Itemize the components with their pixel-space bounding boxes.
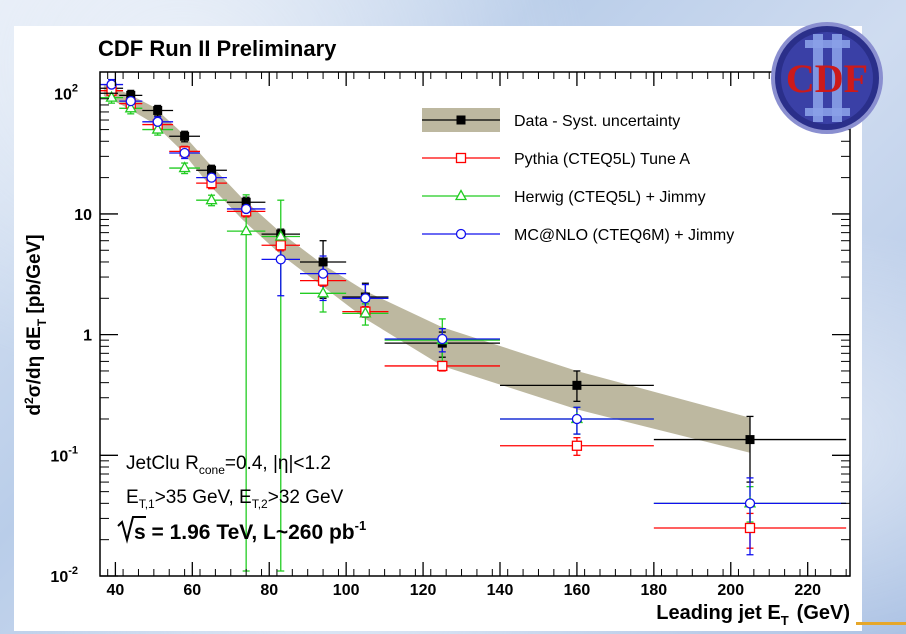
legend-label-data-syst-uncertainty: Data - Syst. uncertainty: [514, 113, 680, 130]
herwig-cteq5l-jimmy-point: [178, 161, 191, 173]
annotation-energy-luminosity: s = 1.96 TeV, L~260 pb-1: [134, 518, 366, 544]
y-tick-label: 10-1: [50, 444, 78, 465]
sqrt-symbol: [117, 516, 146, 544]
legend-label-mc-nlo-cteq6m-jimmy: MC@NLO (CTEQ6M) + Jimmy: [514, 227, 734, 244]
cdf-logo: CDF: [771, 22, 883, 134]
pythia-cteq5l-tune-a-point: [437, 360, 448, 372]
herwig-cteq5l-jimmy-point: [151, 122, 164, 134]
mc-nlo-cteq6m-jimmy-point: [744, 498, 756, 509]
annotation-jet-algorithm: JetClu Rcone=0.4, |η|<1.2: [126, 453, 331, 477]
data-syst-uncertainty-point: [207, 165, 217, 175]
mc-nlo-cteq6m-jimmy-point: [275, 254, 286, 265]
y-axis-label: d2σ/dη dET [pb/GeV]: [22, 234, 49, 415]
annotation-block: JetClu Rcone=0.4, |η|<1.2 ET,1>35 GeV, E…: [117, 453, 366, 544]
data-syst-uncertainty-point: [241, 197, 251, 207]
x-tick-label: 180: [640, 582, 667, 599]
cdf-logo-text: CDF: [786, 56, 868, 101]
x-tick-label: 200: [717, 582, 744, 599]
slide-accent-line: [856, 622, 906, 625]
systematic-uncertainty-band: [103, 83, 751, 453]
data-syst-uncertainty-point: [572, 380, 582, 390]
herwig-cteq5l-jimmy-point: [240, 224, 253, 236]
data-syst-uncertainty-point: [153, 105, 163, 115]
x-tick-label: 80: [260, 582, 278, 599]
herwig-cteq5l-jimmy-point: [124, 101, 137, 113]
plot-frame: [99, 71, 851, 577]
legend-marker-herwig-cteq5l-jimmy: [454, 189, 468, 201]
legend-label-pythia-cteq5l-tune-a: Pythia (CTEQ5L) Tune A: [514, 151, 690, 168]
x-tick-label: 160: [564, 582, 591, 599]
herwig-cteq5l-jimmy-point: [105, 90, 118, 102]
mc-nlo-cteq6m-jimmy-point: [360, 293, 371, 304]
mc-nlo-cteq6m-jimmy-point: [571, 413, 583, 425]
pythia-cteq5l-tune-a-point: [744, 522, 756, 534]
herwig-cteq5l-jimmy-point: [205, 193, 218, 205]
legend-marker-pythia-cteq5l-tune-a: [455, 152, 467, 164]
x-tick-label: 60: [183, 582, 201, 599]
legend-marker-data-syst-uncertainty: [456, 115, 466, 125]
y-tick-label: 1: [83, 328, 92, 345]
x-tick-label: 40: [106, 582, 124, 599]
mc-nlo-cteq6m-jimmy-point: [241, 203, 252, 215]
x-axis-label: Leading jet ET (GeV): [656, 602, 850, 628]
y-tick-label: 10-2: [50, 565, 78, 586]
mc-nlo-cteq6m-jimmy-point: [437, 333, 448, 345]
chart-title: CDF Run II Preliminary: [98, 36, 337, 61]
herwig-cteq5l-jimmy-point: [274, 229, 287, 241]
y-tick-label: 102: [54, 82, 78, 103]
legend-marker-mc-nlo-cteq6m-jimmy: [455, 228, 467, 240]
data-syst-uncertainty-point: [180, 131, 190, 141]
data-syst-uncertainty-point: [126, 90, 136, 100]
mc-nlo-cteq6m-jimmy-point: [152, 116, 163, 127]
mc-nlo-cteq6m-jimmy-point: [317, 268, 329, 279]
legend-label-herwig-cteq5l-jimmy: Herwig (CTEQ5L) + Jimmy: [514, 189, 706, 206]
legend: Data - Syst. uncertainty Pythia (CTEQ5L) …: [422, 108, 734, 244]
y-tick-label: 10: [74, 207, 92, 224]
herwig-cteq5l-jimmy-point: [359, 306, 372, 318]
mc-nlo-cteq6m-jimmy-point: [206, 172, 217, 183]
mc-nlo-cteq6m-jimmy-point: [125, 96, 136, 107]
data-syst-uncertainty-point: [318, 257, 328, 267]
x-tick-label: 140: [487, 582, 514, 599]
mc-nlo-cteq6m-jimmy-point: [106, 79, 117, 90]
x-tick-label: 120: [410, 582, 437, 599]
annotation-et-cuts: ET,1>35 GeV, ET,2>32 GeV: [126, 487, 344, 511]
pythia-cteq5l-tune-a-point: [571, 440, 583, 451]
pythia-cteq5l-tune-a-point: [275, 240, 286, 251]
mc-nlo-cteq6m-jimmy-point: [179, 147, 190, 159]
x-tick-label: 100: [333, 582, 360, 599]
herwig-cteq5l-jimmy-point: [316, 286, 330, 298]
x-tick-label: 220: [794, 582, 821, 599]
data-syst-uncertainty-point: [745, 435, 755, 445]
